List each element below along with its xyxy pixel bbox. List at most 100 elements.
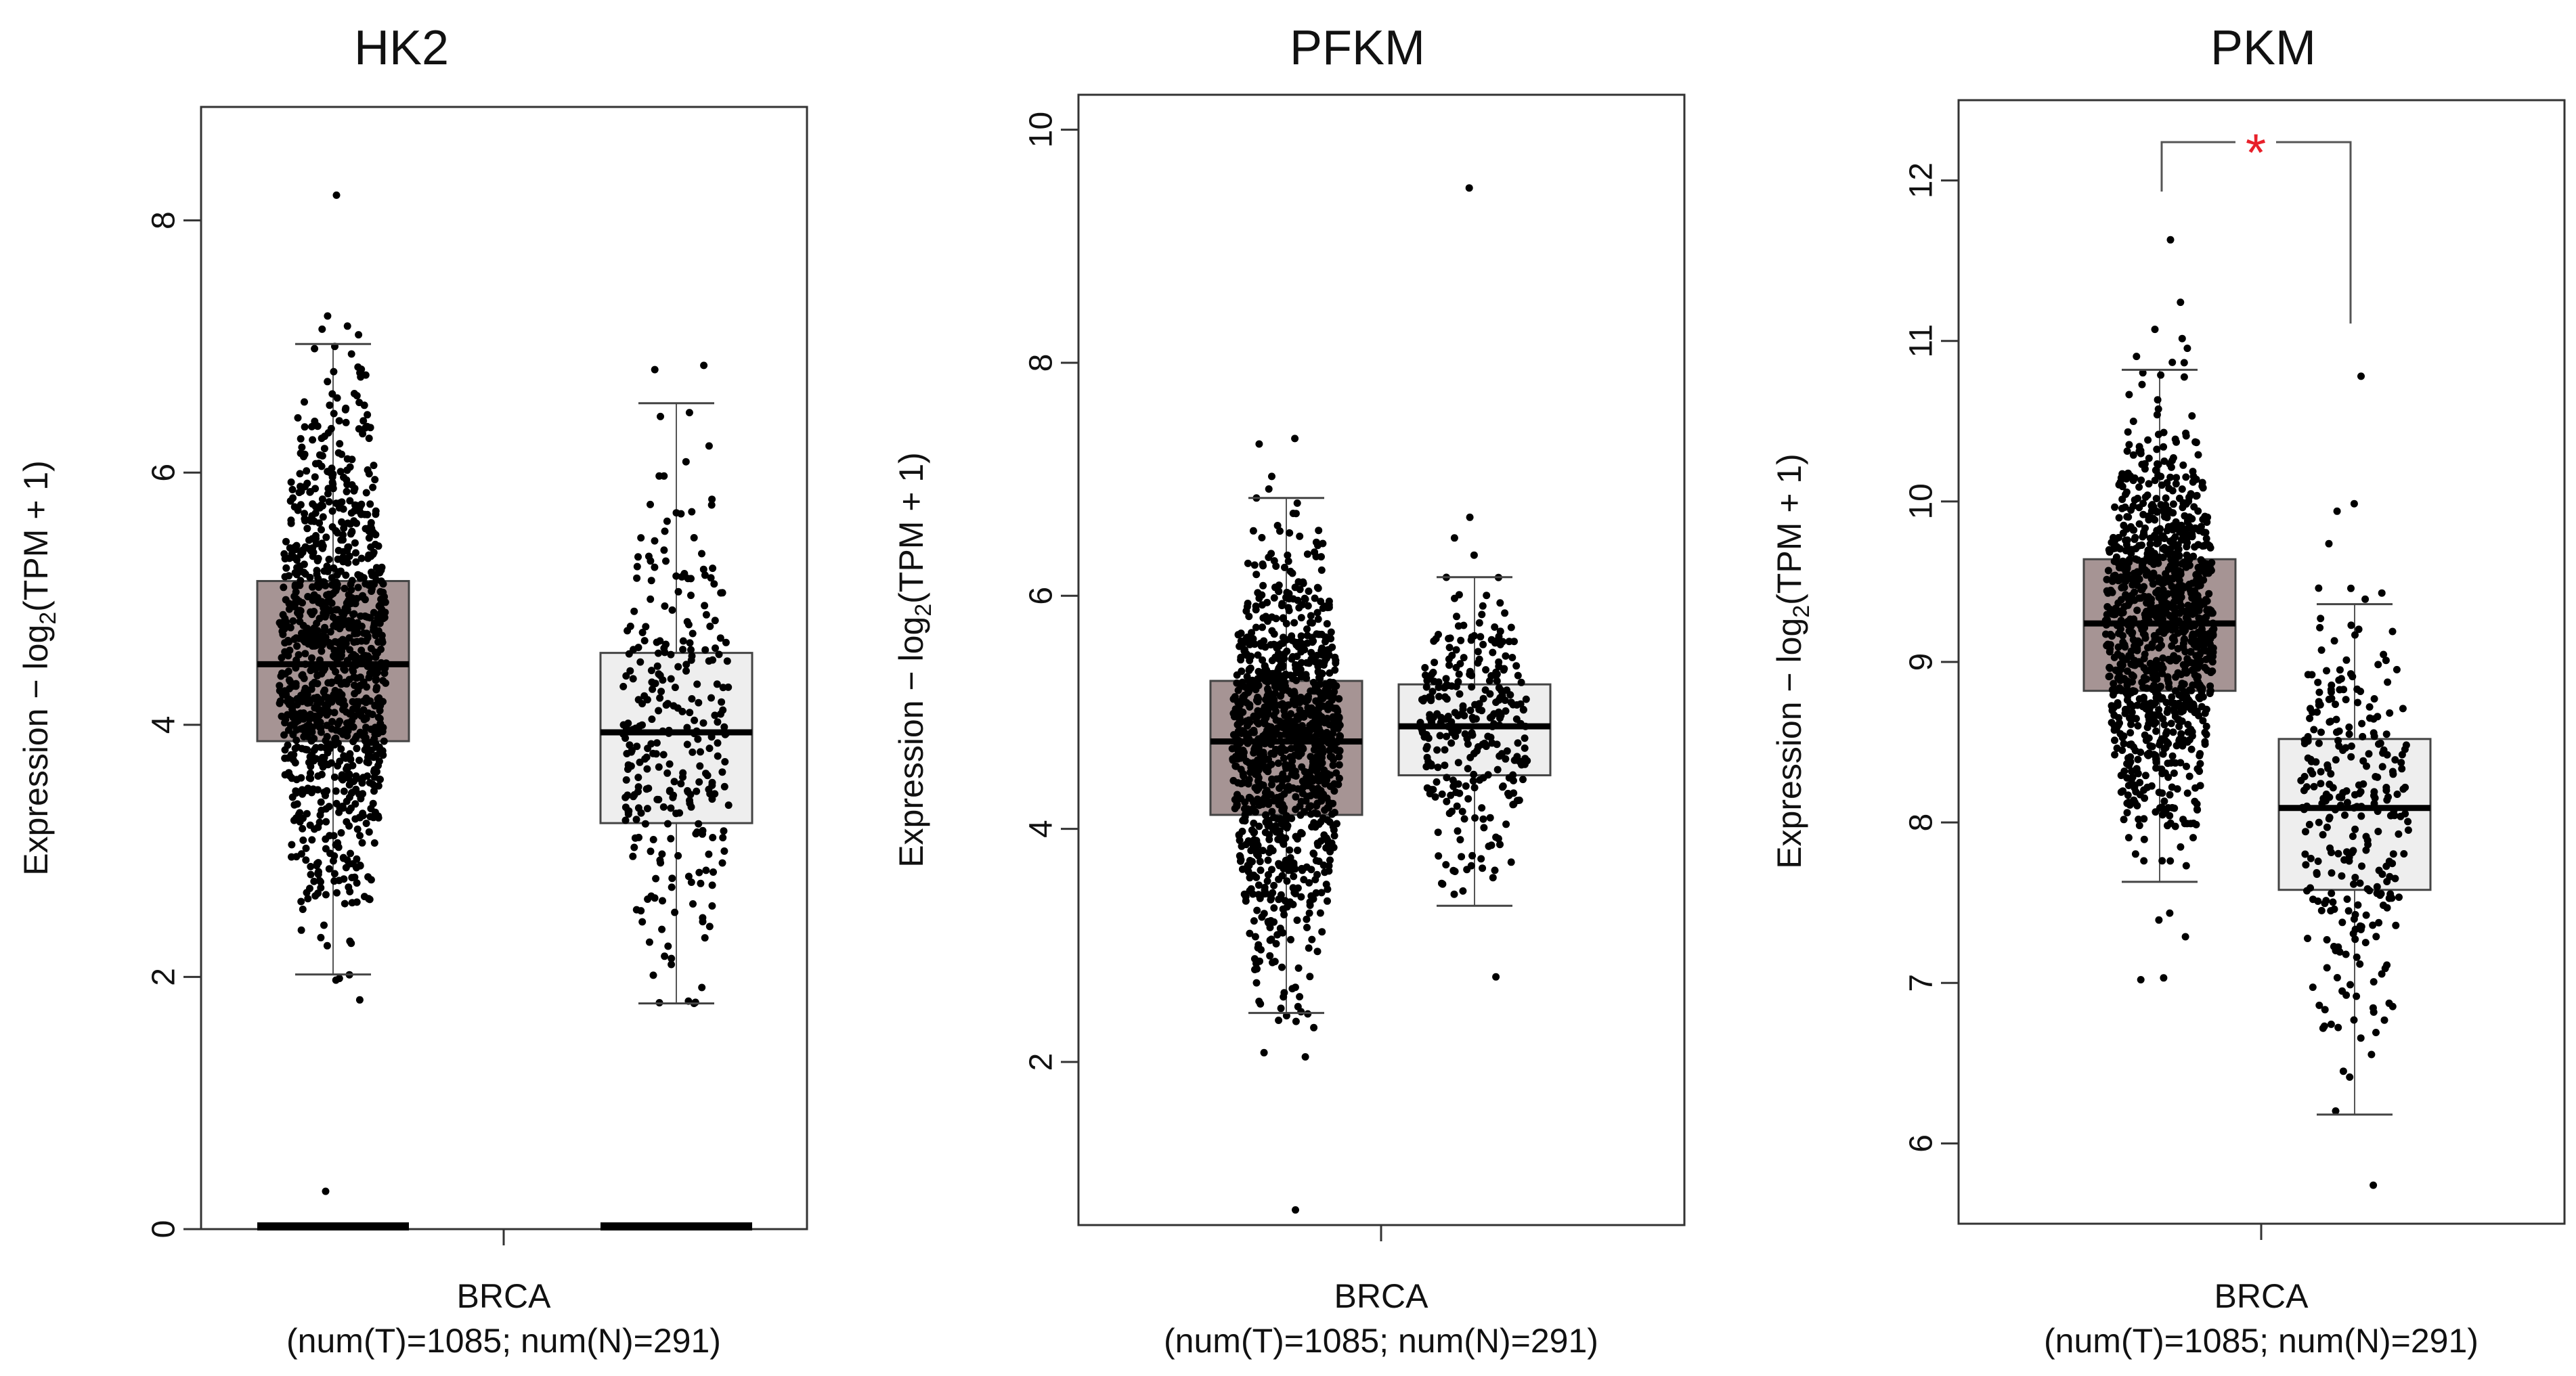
normal-sample-point xyxy=(2317,646,2326,654)
tumor-sample-point xyxy=(2168,358,2177,366)
tumor-sample-point xyxy=(1264,856,1272,864)
normal-sample-point xyxy=(718,768,726,776)
tumor-sample-point xyxy=(324,468,332,476)
tumor-sample-point xyxy=(351,873,359,881)
normal-sample-point xyxy=(1479,602,1487,610)
tumor-sample-point xyxy=(307,769,314,777)
tumor-sample-point xyxy=(1240,648,1248,656)
tumor-sample-point xyxy=(297,501,305,509)
normal-sample-point xyxy=(2309,983,2317,992)
tumor-sample-point xyxy=(308,654,315,662)
tumor-sample-point xyxy=(307,870,315,879)
normal-sample-point xyxy=(1484,732,1492,740)
normal-sample-point xyxy=(695,778,703,786)
tumor-sample-point xyxy=(1238,865,1246,873)
tumor-sample-point xyxy=(1238,780,1245,788)
tumor-sample-point xyxy=(368,711,376,718)
tumor-sample-point xyxy=(1284,701,1292,709)
tumor-sample-point xyxy=(1294,964,1303,972)
tumor-sample-point xyxy=(327,679,335,687)
normal-sample-point xyxy=(653,662,661,670)
tumor-sample-point xyxy=(1329,721,1336,729)
tumor-sample-point xyxy=(1329,692,1337,700)
normal-sample-point xyxy=(2342,696,2350,704)
tumor-sample-point xyxy=(1267,641,1275,649)
tumor-sample-point xyxy=(2134,574,2142,582)
normal-sample-point xyxy=(1454,759,1462,767)
tumor-sample-point xyxy=(2191,671,2199,679)
normal-sample-point xyxy=(2347,621,2355,629)
normal-sample-point xyxy=(1491,866,1499,874)
tumor-sample-point xyxy=(1314,668,1322,676)
normal-sample-point xyxy=(622,672,630,680)
tumor-sample-point xyxy=(2115,629,2123,638)
tumor-sample-point xyxy=(2137,476,2145,484)
tumor-sample-point xyxy=(1301,594,1309,602)
tumor-sample-point xyxy=(2108,632,2116,640)
tumor-sample-point xyxy=(2155,706,2163,714)
normal-sample-point xyxy=(668,606,676,614)
normal-sample-point xyxy=(643,696,651,704)
tumor-sample-point xyxy=(350,487,358,495)
tumor-sample-point xyxy=(1299,783,1307,791)
y-tick-label: 6 xyxy=(1024,587,1060,605)
normal-sample-point xyxy=(1422,683,1431,691)
normal-sample-point xyxy=(661,952,669,960)
tumor-sample-point xyxy=(2172,701,2180,709)
tumor-sample-point xyxy=(322,805,330,813)
tumor-sample-point xyxy=(2170,652,2178,660)
tumor-sample-point xyxy=(302,844,310,852)
tumor-sample-point xyxy=(2175,722,2183,730)
normal-sample-point xyxy=(1486,814,1494,822)
tumor-sample-point xyxy=(308,611,316,619)
tumor-sample-point xyxy=(333,394,341,402)
tumor-sample-point xyxy=(323,941,331,950)
tumor-sample-point xyxy=(2170,769,2178,777)
normal-sample-point xyxy=(1470,551,1478,559)
tumor-sample-point xyxy=(343,455,351,463)
normal-sample-point xyxy=(684,621,693,629)
tumor-sample-point xyxy=(2123,677,2131,685)
tumor-sample-point xyxy=(2118,495,2126,504)
tumor-sample-point xyxy=(2187,648,2195,656)
tumor-sample-point xyxy=(1328,810,1336,818)
normal-sample-point xyxy=(1468,731,1477,739)
normal-sample-point xyxy=(651,563,659,571)
normal-sample-point xyxy=(1428,688,1437,696)
tumor-sample-point xyxy=(2167,556,2175,564)
tumor-sample-point xyxy=(2122,541,2131,549)
tumor-sample-point xyxy=(352,558,360,566)
normal-sample-point xyxy=(1464,795,1472,803)
tumor-sample-point xyxy=(332,606,340,614)
normal-sample-point xyxy=(2313,870,2321,879)
tumor-sample-point xyxy=(2163,527,2171,535)
tumor-sample-point xyxy=(311,630,320,638)
tumor-sample-point xyxy=(2161,546,2169,554)
normal-sample-point xyxy=(714,752,722,760)
normal-sample-point xyxy=(2358,719,2366,728)
plot-frame xyxy=(1077,93,1686,1226)
tumor-sample-point xyxy=(348,577,356,585)
tumor-sample-point xyxy=(1308,935,1316,944)
tumor-sample-point xyxy=(342,571,350,579)
tumor-sample-point xyxy=(2206,687,2214,695)
normal-sample-point xyxy=(1442,861,1450,869)
tumor-sample-point xyxy=(1268,627,1276,635)
tumor-sample-point xyxy=(376,715,384,723)
tumor-sample-point xyxy=(2153,411,2161,419)
normal-sample-point xyxy=(2329,898,2337,906)
tumor-sample-point xyxy=(2177,593,2185,601)
normal-sample-point xyxy=(654,649,662,657)
normal-sample-point xyxy=(1460,621,1468,629)
normal-sample-point xyxy=(1456,660,1464,668)
tumor-sample-point xyxy=(2202,535,2210,543)
tumor-sample-point xyxy=(2135,541,2143,550)
tumor-sample-point xyxy=(299,906,307,913)
normal-sample-point xyxy=(1466,707,1475,715)
tumor-sample-point xyxy=(2124,754,2132,762)
normal-sample-point xyxy=(1423,784,1431,792)
tumor-sample-point xyxy=(301,650,309,658)
tumor-sample-point xyxy=(2129,451,2137,459)
tumor-sample-point xyxy=(2123,447,2131,455)
tumor-sample-point xyxy=(2189,630,2197,638)
